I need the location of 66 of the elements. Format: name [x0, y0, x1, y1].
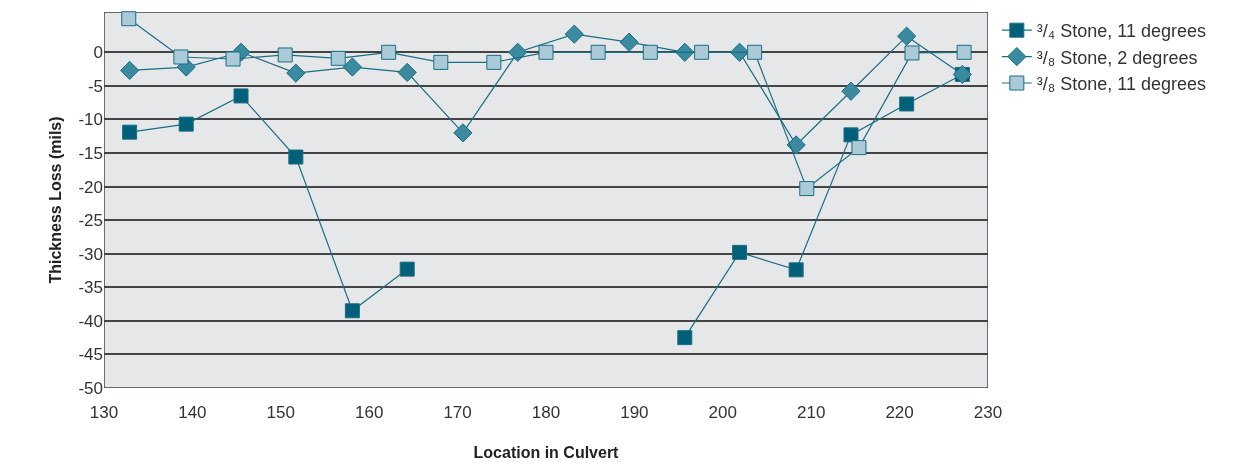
point [564, 24, 584, 44]
legend-label: ³/₈ Stone, 2 degrees [1036, 47, 1198, 68]
y-axis-title: Thickness Loss (mils) [47, 116, 65, 284]
point [956, 44, 972, 60]
x-tick-label: 170 [443, 403, 472, 422]
y-tick-label: -20 [78, 177, 103, 197]
y-tick-label: -50 [78, 378, 103, 398]
x-tick-label: 160 [355, 403, 384, 422]
point [897, 26, 917, 46]
point [841, 81, 861, 101]
y-tick-label: -25 [78, 211, 103, 231]
point [178, 116, 194, 132]
point [122, 124, 138, 140]
point [899, 96, 915, 112]
point [288, 149, 304, 165]
x-tick-label: 140 [178, 403, 207, 422]
x-tick-label: 210 [797, 403, 826, 422]
x-axis-title: Location in Culvert [473, 443, 620, 461]
point [225, 51, 241, 67]
point [399, 261, 415, 277]
x-tick-label: 150 [266, 403, 295, 422]
point [642, 44, 658, 60]
point [344, 303, 360, 319]
point [120, 60, 140, 81]
point [286, 63, 306, 83]
point [381, 44, 397, 60]
point [342, 57, 362, 77]
point [508, 42, 528, 62]
point [453, 123, 473, 143]
point [694, 44, 710, 60]
x-tick-label: 220 [885, 403, 914, 422]
x-tick-label: 200 [708, 403, 737, 422]
point [799, 181, 815, 197]
point [121, 11, 137, 27]
point [590, 44, 606, 60]
y-tick-label: -35 [78, 278, 103, 298]
y-tick-label: -15 [78, 143, 103, 163]
x-tick-label: 130 [89, 403, 119, 422]
x-tick-label: 180 [531, 403, 561, 422]
point [747, 44, 763, 60]
point [486, 54, 502, 70]
y-tick-label: -5 [87, 76, 103, 96]
point [538, 44, 554, 60]
point [173, 49, 189, 65]
y-tick-label: -40 [78, 311, 103, 331]
point [843, 127, 859, 143]
point [732, 244, 748, 260]
point [277, 47, 293, 63]
point [619, 32, 639, 52]
point [904, 45, 920, 61]
point [788, 262, 804, 278]
point [233, 88, 249, 104]
y-tick-label: -45 [78, 345, 103, 365]
y-tick-label: -30 [78, 244, 103, 264]
y-tick-label: -10 [78, 110, 103, 130]
legend-label: ³/₄ Stone, 11 degrees [1036, 21, 1206, 42]
x-tick-label: 230 [973, 403, 1003, 422]
point [397, 62, 417, 83]
point [330, 50, 346, 66]
point [677, 330, 693, 346]
point [786, 135, 806, 155]
x-tick-label: 190 [620, 403, 649, 422]
point [433, 54, 449, 70]
point [851, 140, 867, 156]
legend-label: ³/₈ Stone, 11 degrees [1036, 74, 1207, 95]
y-tick-label: 0 [93, 43, 103, 63]
